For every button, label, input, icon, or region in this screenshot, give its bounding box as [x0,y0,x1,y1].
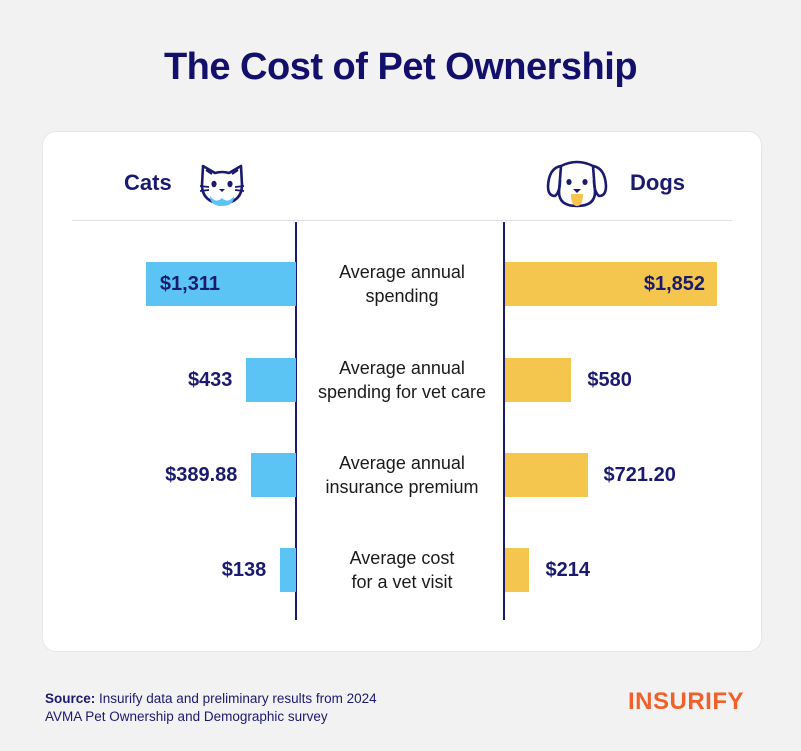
dogs-value-label: $580 [587,369,632,391]
category-label-line: Average cost [349,548,455,568]
category-label: Average annual spending for vet care [300,356,504,404]
cats-value-label: $389.88 [165,464,238,486]
cats-value-label: $138 [221,559,267,581]
dogs-bar [505,358,572,402]
category-label-line: insurance premium [325,477,479,497]
cats-value-label: $433 [187,369,233,391]
insurify-logo: INSURIFY [628,688,745,715]
category-label-line: spending [365,286,439,306]
cats-bar [145,262,296,306]
cats-value-label: $1,311 [159,273,220,295]
dog-icon [546,160,608,208]
dogs-header-label: Dogs [630,170,685,195]
dogs-bar [505,262,717,306]
dogs-bar [505,453,588,497]
cats-bar [280,548,296,592]
dogs-value-label: $721.20 [603,464,676,486]
category-label-line: for a vet visit [351,572,453,592]
category-label: Average cost for a vet visit [300,546,504,594]
category-label: Average annual spending [300,260,504,308]
source-note: Source: Insurify data and preliminary re… [45,690,525,726]
source-text: Insurify data and preliminary results fr… [95,691,377,706]
dogs-axis-line [503,222,505,620]
category-label-line: spending for vet care [317,382,487,402]
cats-header-label: Cats [124,170,172,195]
category-label-line: Average annual [339,262,465,282]
page-title: The Cost of Pet Ownership [163,46,638,88]
dogs-value-label: $214 [545,559,590,581]
dogs-bar [505,548,530,592]
dogs-value-label: $1,852 [643,273,705,295]
category-label-line: Average annual [339,358,465,378]
source-text-2: AVMA Pet Ownership and Demographic surve… [45,709,328,724]
cats-axis-line [295,222,297,620]
header-divider [72,220,732,221]
cat-icon [199,164,245,206]
cats-bar [251,453,296,497]
category-label: Average annual insurance premium [300,451,504,499]
category-label-line: Average annual [339,453,465,473]
chart-card [42,131,762,652]
source-label: Source: [45,691,96,706]
cats-bar [246,358,296,402]
